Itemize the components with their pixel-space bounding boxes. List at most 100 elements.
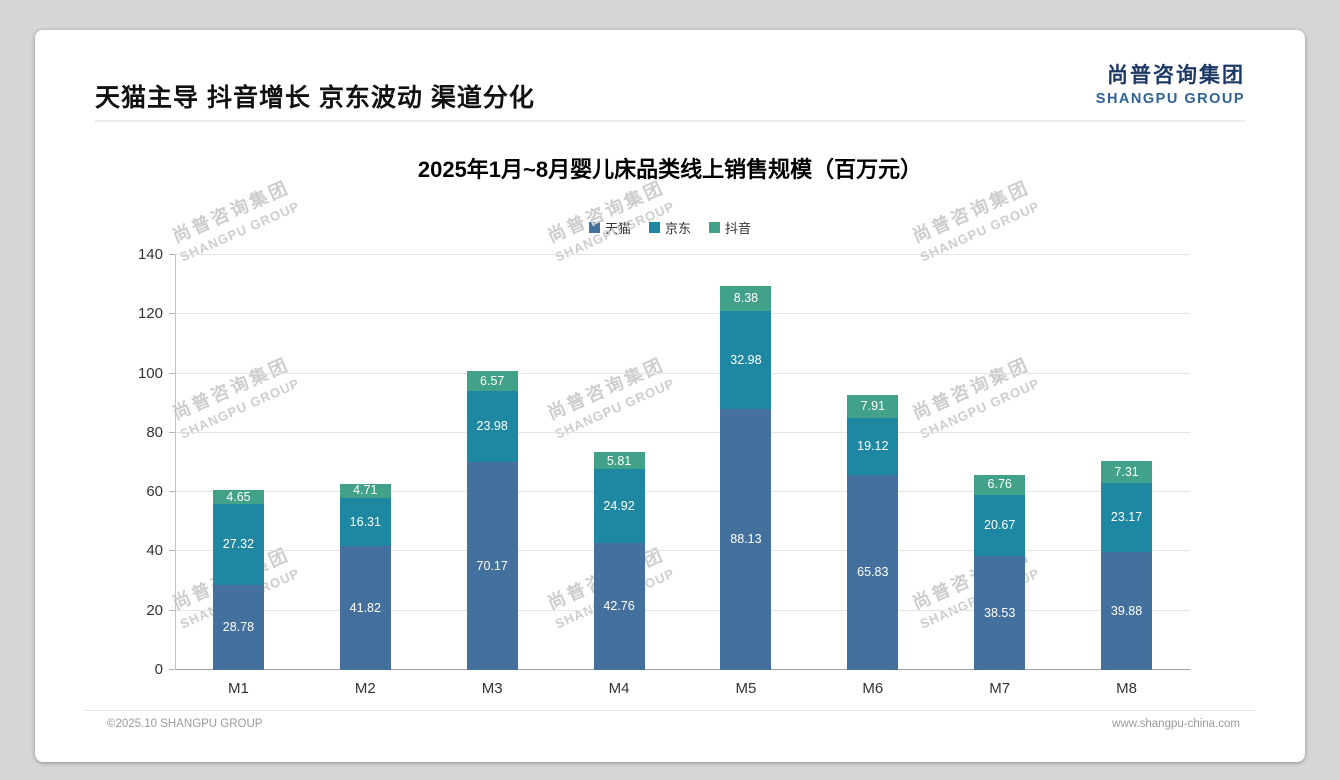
y-axis-tick <box>169 669 175 670</box>
bar-value-label: 88.13 <box>730 532 762 547</box>
bar-value-label: 4.71 <box>353 483 378 498</box>
x-category-label: M1 <box>228 680 249 697</box>
chart-legend: 天猫 京东 抖音 <box>35 218 1305 237</box>
bar-segment-抖音: 8.38 <box>720 286 772 312</box>
y-tick-label: 140 <box>137 246 163 263</box>
bar-column-M4: 42.76 24.92 5.81 <box>556 255 683 670</box>
logo-chinese-name: 尚普咨询集团 <box>1107 64 1245 87</box>
bar-stack: 70.17 23.98 6.57 <box>466 371 518 670</box>
bar-value-label: 5.81 <box>606 453 632 468</box>
bar-column-M7: 38.53 20.67 6.76 <box>936 255 1063 670</box>
bar-value-label: 27.32 <box>222 536 255 551</box>
bar-stack: 65.83 19.12 7.91 <box>847 394 899 670</box>
bar-segment-天猫: 88.13 <box>720 408 772 670</box>
bar-segment-京东: 27.32 <box>212 503 264 585</box>
y-tick-label: 80 <box>146 423 163 441</box>
bar-segment-京东: 16.31 <box>339 497 391 547</box>
bar-value-label: 24.92 <box>603 499 635 514</box>
x-category-label: M8 <box>1116 680 1137 697</box>
legend-item: 抖音 <box>709 218 751 237</box>
legend-item: 京东 <box>648 218 691 237</box>
bar-segment-天猫: 42.76 <box>593 543 645 670</box>
x-category-label: M6 <box>862 680 884 697</box>
footer-website: www.shangpu-china.com <box>1112 718 1240 730</box>
bar-value-label: 39.88 <box>1110 603 1143 618</box>
bar-stack: 41.82 16.31 4.71 <box>339 483 391 670</box>
bar-column-M8: 39.88 23.17 7.31 <box>1063 255 1190 670</box>
bar-column-M6: 65.83 19.12 7.91 <box>809 255 936 670</box>
gridline <box>175 254 1190 255</box>
legend-swatch-icon <box>588 222 600 233</box>
bar-segment-抖音: 4.65 <box>212 489 264 504</box>
bar-column-M2: 41.82 16.31 4.71 <box>302 255 429 670</box>
chart-plot-area: 0 20 40 60 80 100 120 140 28.78 27.32 4.65 41.82 16.… <box>138 247 1190 678</box>
y-axis-tick <box>169 372 175 374</box>
bar-value-label: 8.38 <box>733 291 759 306</box>
bar-value-label: 28.78 <box>222 620 255 635</box>
bar-value-label: 4.65 <box>226 489 251 504</box>
legend-swatch-icon <box>648 222 660 233</box>
bar-segment-抖音: 7.31 <box>1101 461 1153 484</box>
bar-value-label: 7.31 <box>1114 465 1139 480</box>
bar-segment-京东: 23.98 <box>466 390 518 462</box>
bar-stack: 28.78 27.32 4.65 <box>212 489 264 670</box>
bar-column-M3: 70.17 23.98 6.57 <box>429 255 556 670</box>
gridline <box>175 313 1190 315</box>
bar-segment-天猫: 28.78 <box>212 584 264 670</box>
bar-value-label: 23.98 <box>476 419 508 434</box>
bar-value-label: 6.76 <box>987 477 1012 492</box>
x-category-label: M5 <box>735 680 757 697</box>
bar-value-label: 38.53 <box>984 605 1016 620</box>
header-divider <box>95 120 1245 122</box>
x-axis-line <box>175 669 1190 670</box>
bar-value-label: 42.76 <box>603 599 635 614</box>
bar-segment-京东: 23.17 <box>1101 483 1153 552</box>
logo-english-name: SHANGPU GROUP <box>1095 91 1245 108</box>
bar-value-label: 23.17 <box>1110 510 1143 525</box>
page-title: 天猫主导 抖音增长 京东波动 渠道分化 <box>95 84 535 112</box>
bar-stack: 38.53 20.67 6.76 <box>974 474 1026 670</box>
bar-segment-抖音: 4.71 <box>339 483 391 498</box>
x-category-label: M4 <box>608 680 630 697</box>
bar-stack: 39.88 23.17 7.31 <box>1101 461 1153 670</box>
bar-value-label: 16.31 <box>349 514 381 529</box>
bar-stack: 42.76 24.92 5.81 <box>593 452 645 670</box>
company-logo: 尚普咨询集团 SHANGPU GROUP <box>1096 64 1245 108</box>
y-axis-tick <box>169 491 175 493</box>
header: 天猫主导 抖音增长 京东波动 渠道分化 尚普咨询集团 SHANGPU GROUP <box>95 64 1245 114</box>
y-tick-label: 100 <box>137 364 163 382</box>
bar-value-label: 65.83 <box>857 565 889 580</box>
y-tick-label: 40 <box>146 542 163 560</box>
y-axis-tick <box>169 313 175 315</box>
bar-value-label: 32.98 <box>730 352 762 367</box>
bar-segment-天猫: 70.17 <box>466 462 518 670</box>
x-category-label: M7 <box>989 680 1011 697</box>
bar-segment-抖音: 6.57 <box>466 371 518 391</box>
legend-label: 京东 <box>664 221 691 236</box>
legend-swatch-icon <box>709 222 720 233</box>
bar-value-label: 41.82 <box>349 600 381 615</box>
bars-layer: 28.78 27.32 4.65 41.82 16.31 4.71 70.17 23.98 6.… <box>175 255 1190 670</box>
bar-segment-抖音: 6.76 <box>974 474 1026 495</box>
gridline <box>175 550 1190 552</box>
legend-item: 天猫 <box>588 218 631 237</box>
bar-segment-京东: 19.12 <box>847 418 899 475</box>
x-category-label: M3 <box>481 680 503 697</box>
gridline <box>175 609 1190 611</box>
footer-divider <box>85 710 1255 711</box>
bar-column-M1: 28.78 27.32 4.65 <box>175 255 302 670</box>
gridline <box>175 372 1190 374</box>
footer: ©2025.10 SHANGPU GROUP www.shangpu-china… <box>107 718 1240 730</box>
bar-segment-京东: 20.67 <box>974 494 1026 556</box>
bar-stack: 88.13 32.98 8.38 <box>720 286 772 670</box>
bar-value-label: 7.91 <box>860 399 885 414</box>
y-tick-label: 20 <box>146 601 163 619</box>
bar-segment-京东: 24.92 <box>593 469 645 544</box>
bar-segment-天猫: 38.53 <box>974 555 1026 670</box>
legend-label: 抖音 <box>725 221 752 236</box>
footer-copyright: ©2025.10 SHANGPU GROUP <box>107 718 263 730</box>
bar-value-label: 70.17 <box>476 558 508 573</box>
gridline <box>175 491 1190 493</box>
y-axis-tick <box>169 431 175 433</box>
